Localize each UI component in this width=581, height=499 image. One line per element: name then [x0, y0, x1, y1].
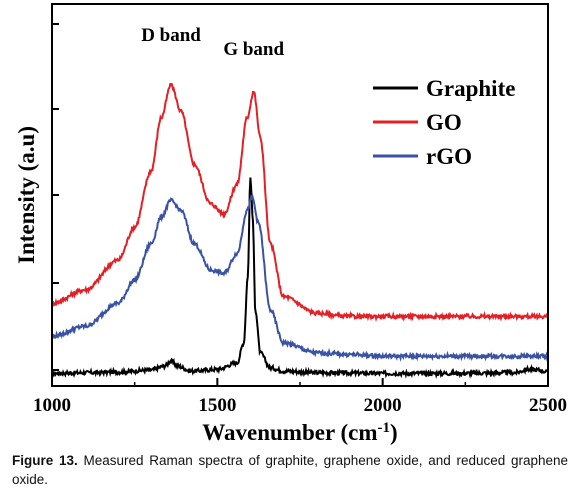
caption-label: Figure 13. — [12, 453, 78, 468]
legend-label-graphite: Graphite — [426, 76, 515, 101]
legend-label-go: GO — [426, 110, 462, 135]
series-line-go — [51, 83, 549, 323]
x-axis-label: Wavenumber (cm-1) — [202, 420, 397, 445]
y-axis-ticks — [52, 23, 59, 371]
x-tick-label: 1500 — [198, 395, 236, 416]
x-tick-label: 2500 — [529, 395, 567, 416]
series-lines — [51, 83, 549, 380]
plot-frame — [51, 3, 549, 387]
y-axis-label: Intensity (a.u) — [14, 126, 39, 264]
series-line-graphite — [51, 177, 549, 380]
caption-text: Measured Raman spectra of graphite, grap… — [12, 453, 568, 487]
x-axis-ticks: 1000 1500 2000 2500 — [33, 378, 567, 416]
raman-chart: 1000 1500 2000 2500 D band G band Graphite GO… — [14, 3, 567, 445]
band-label: G band — [223, 39, 284, 60]
legend-label-rgo: rGO — [426, 144, 472, 169]
series-line-rgo — [51, 192, 549, 362]
band-label: D band — [141, 25, 201, 46]
x-axis-label-close: ) — [390, 420, 398, 445]
chart-canvas: 1000 1500 2000 2500 D band G band Graphite GO… — [14, 3, 567, 445]
x-axis-label-superscript: -1 — [378, 420, 391, 436]
figure-caption: Figure 13. Measured Raman spectra of gra… — [12, 451, 568, 489]
x-tick-label: 2000 — [364, 395, 402, 416]
legend: Graphite GO rGO — [373, 76, 515, 169]
x-tick-label: 1000 — [33, 395, 71, 416]
band-annotations: D band G band — [141, 25, 284, 60]
